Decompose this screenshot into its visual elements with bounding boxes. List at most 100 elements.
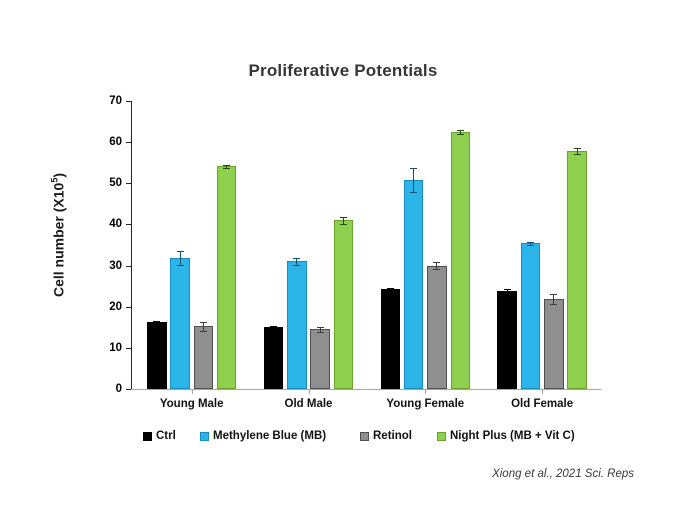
error-bar-cap-top: [433, 262, 441, 264]
error-bar-line: [156, 320, 158, 324]
citation-text: Xiong et al., 2021 Sci. Reps: [492, 468, 634, 480]
y-axis-title-superscript: 5: [49, 177, 60, 183]
y-axis-tick-label: 70: [109, 95, 122, 107]
y-axis-tick: [126, 224, 131, 226]
error-bar-line: [296, 258, 298, 265]
error-bar-line: [389, 288, 391, 291]
error-bar-cap-top: [270, 325, 278, 327]
error-bar-cap-bottom: [270, 328, 278, 330]
legend-item-night-plus-mb-vit-c-: Night Plus (MB + Vit C): [437, 430, 575, 443]
category-label: Young Female: [386, 398, 465, 410]
error-bar-line: [342, 217, 344, 224]
error-bar-cap-top: [293, 258, 301, 260]
error-bar-line: [179, 251, 181, 266]
legend-label: Retinol: [373, 430, 412, 442]
error-bar-line: [319, 326, 321, 332]
legend-label: Night Plus (MB + Vit C): [450, 430, 575, 442]
error-bar-cap-top: [573, 147, 581, 149]
bar-ctrl: [497, 291, 517, 389]
y-axis-tick: [126, 389, 131, 390]
bar-retinol: [427, 265, 447, 389]
error-bar-cap-top: [316, 326, 324, 328]
y-axis-tick-label: 20: [109, 300, 122, 313]
y-axis-tick-label: 10: [109, 341, 122, 354]
error-bar-cap-bottom: [456, 134, 464, 136]
error-bar-cap-bottom: [339, 223, 347, 225]
bar-retinol: [193, 326, 214, 389]
legend-item-ctrl: Ctrl: [143, 430, 176, 443]
y-axis-title-text: Cell number (X10: [50, 182, 67, 298]
bar-night-plus-mb-vit-c-: [216, 166, 237, 389]
error-bar-cap-bottom: [293, 264, 301, 266]
category-label: Old Female: [511, 398, 574, 410]
error-bar-cap-bottom: [550, 304, 558, 306]
bar-retinol: [310, 329, 330, 389]
error-bar-cap-top: [386, 288, 394, 290]
error-bar-cap-top: [410, 168, 418, 170]
error-bar-line: [273, 325, 275, 329]
x-axis-tick: [425, 390, 427, 394]
legend-item-methylene-blue-mb-: Methylene Blue (MB): [200, 430, 326, 443]
y-axis-tick: [126, 347, 131, 349]
error-bar-cap-bottom: [433, 268, 441, 270]
error-bar-cap-bottom: [386, 290, 394, 292]
bar-ctrl: [380, 289, 401, 389]
y-axis-title: Cell number (X105): [50, 173, 67, 297]
error-bar-cap-bottom: [223, 167, 231, 169]
error-bar-cap-top: [503, 289, 511, 291]
category-label: Young Male: [159, 398, 224, 410]
error-bar-line: [226, 165, 228, 168]
error-bar-line: [413, 168, 415, 192]
y-axis-tick-label: 0: [115, 383, 122, 395]
error-bar-cap-bottom: [526, 245, 534, 246]
bar-methylene-blue-mb-: [170, 258, 190, 389]
error-bar-cap-top: [199, 322, 207, 324]
y-axis-tick: [126, 306, 131, 308]
bar-ctrl: [263, 327, 284, 389]
legend-swatch: [360, 432, 369, 441]
error-bar-cap-top: [339, 217, 347, 219]
error-bar-cap-top: [550, 294, 558, 296]
error-bar-cap-top: [153, 320, 161, 322]
bar-ctrl: [147, 322, 167, 389]
legend-swatch: [143, 432, 152, 441]
y-axis-title-close: ): [50, 172, 67, 178]
error-bar-line: [506, 289, 508, 293]
y-axis-tick: [126, 142, 131, 144]
legend-label: Ctrl: [156, 430, 176, 442]
y-axis-line: [131, 101, 132, 389]
error-bar-line: [436, 262, 438, 269]
y-axis-tick: [126, 183, 131, 185]
error-bar-cap-bottom: [153, 323, 161, 325]
bar-night-plus-mb-vit-c-: [450, 132, 470, 389]
bar-night-plus-mb-vit-c-: [567, 150, 587, 389]
error-bar-cap-top: [456, 130, 464, 132]
error-bar-line: [576, 147, 578, 154]
y-axis-tick-label: 30: [109, 259, 122, 272]
error-bar-line: [553, 294, 555, 305]
y-axis-tick-label: 50: [109, 177, 122, 190]
chart-title: Proliferative Potentials: [248, 61, 438, 80]
x-axis-line: [131, 389, 601, 390]
legend-label: Methylene Blue (MB): [213, 430, 327, 442]
y-axis-tick: [126, 265, 131, 267]
error-bar-line: [459, 130, 461, 135]
error-bar-cap-bottom: [199, 330, 207, 332]
error-bar-line: [529, 241, 531, 245]
error-bar-line: [202, 322, 204, 331]
bar-retinol: [544, 299, 564, 389]
x-axis-tick: [542, 390, 544, 394]
category-label: Old Male: [284, 398, 333, 410]
error-bar-cap-top: [223, 165, 231, 167]
x-axis-tick: [308, 390, 310, 394]
error-bar-cap-bottom: [316, 331, 324, 333]
error-bar-cap-top: [526, 241, 534, 243]
error-bar-cap-bottom: [503, 292, 511, 294]
error-bar-cap-bottom: [410, 191, 418, 193]
legend-item-retinol: Retinol: [360, 430, 412, 443]
error-bar-cap-bottom: [573, 153, 581, 155]
y-axis-tick-label: 40: [109, 218, 122, 231]
bar-night-plus-mb-vit-c-: [333, 220, 354, 389]
error-bar-cap-bottom: [176, 265, 184, 267]
